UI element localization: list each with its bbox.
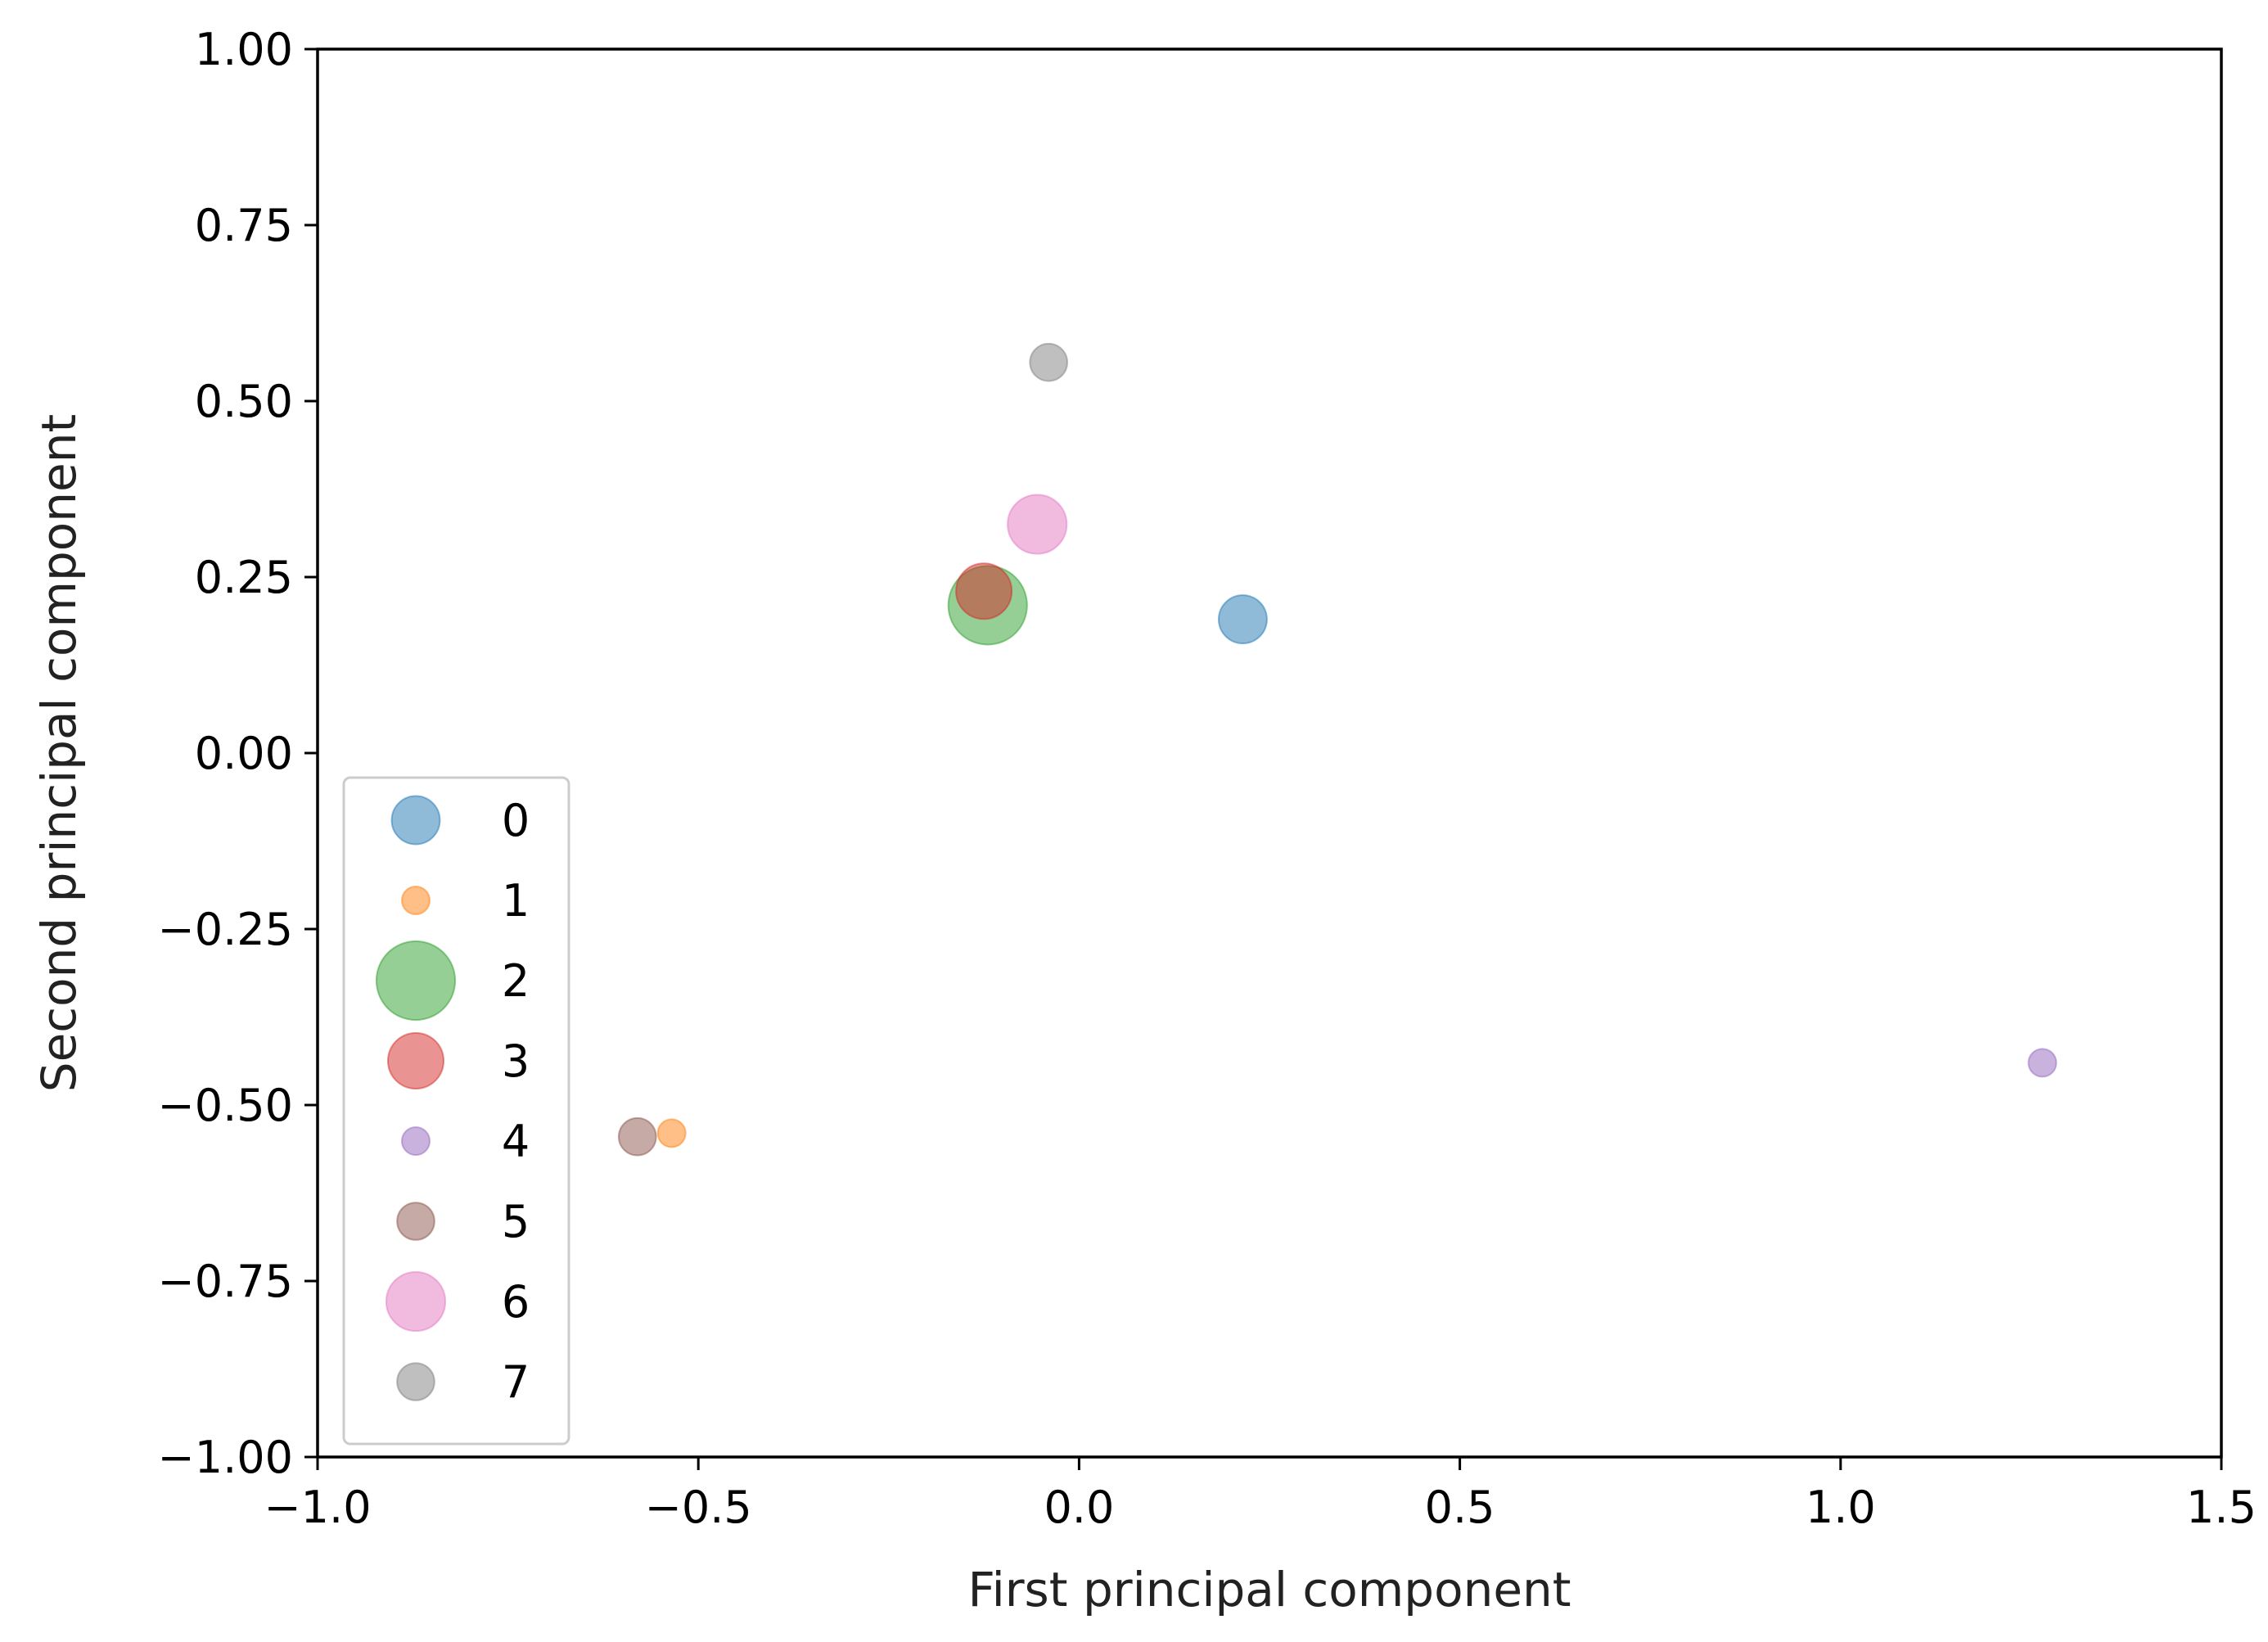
x-tick-label: −1.0 (264, 1482, 371, 1533)
scatter-point-1 (656, 1118, 687, 1148)
y-tick-label: 0.25 (195, 552, 293, 603)
legend-label-0: 0 (502, 795, 530, 846)
scatter-point-3 (955, 562, 1013, 620)
legend-marker-0 (390, 795, 441, 846)
legend-marker-1 (401, 886, 431, 915)
data-points (617, 342, 2058, 1157)
x-tick-label: 1.0 (1806, 1482, 1876, 1533)
scatter-point-4 (2027, 1048, 2058, 1078)
x-tick-label: 0.5 (1425, 1482, 1495, 1533)
x-tick-label: 0.0 (1044, 1482, 1114, 1533)
legend-label-4: 4 (502, 1116, 530, 1167)
legend-marker-7 (396, 1362, 435, 1401)
legend-marker-4 (401, 1126, 431, 1156)
legend-marker-6 (385, 1270, 447, 1333)
scatter-point-7 (1029, 342, 1068, 382)
y-tick-label: −1.00 (158, 1432, 293, 1483)
x-tick-label: −0.5 (645, 1482, 752, 1533)
y-tick-label: 1.00 (195, 24, 293, 75)
y-tick-label: −0.75 (158, 1256, 293, 1307)
legend-label-1: 1 (502, 875, 530, 927)
legend-label-6: 6 (502, 1276, 530, 1328)
y-tick-label: 0.75 (195, 200, 293, 251)
y-tick-label: 0.00 (195, 728, 293, 779)
scatter-point-0 (1217, 594, 1268, 645)
y-axis-title: Second principal component (31, 414, 87, 1092)
legend-label-3: 3 (502, 1035, 530, 1087)
plot-frame (316, 47, 2223, 1459)
legend-marker-3 (387, 1032, 444, 1089)
y-tick-label: −0.25 (158, 904, 293, 955)
legend-label-2: 2 (502, 955, 530, 1007)
axis-ticks: −1.0 −0.5 0.0 0.5 1.0 1.5 −1.00 −0.75 −0.50 −0.25… (158, 24, 2257, 1533)
y-tick-label: −0.50 (158, 1080, 293, 1131)
x-axis-title: First principal component (967, 1562, 1571, 1617)
legend-label-5: 5 (502, 1196, 530, 1247)
legend-marker-2 (375, 940, 457, 1022)
y-tick-label: 0.50 (195, 376, 293, 427)
x-tick-label: 1.5 (2186, 1482, 2257, 1533)
scatter-point-5 (617, 1116, 657, 1157)
legend: 0 1 2 3 4 5 6 7 (342, 776, 570, 1446)
legend-marker-5 (396, 1202, 435, 1241)
scatter-point-6 (1007, 494, 1068, 555)
legend-label-7: 7 (502, 1356, 530, 1408)
legend-box (342, 776, 570, 1446)
